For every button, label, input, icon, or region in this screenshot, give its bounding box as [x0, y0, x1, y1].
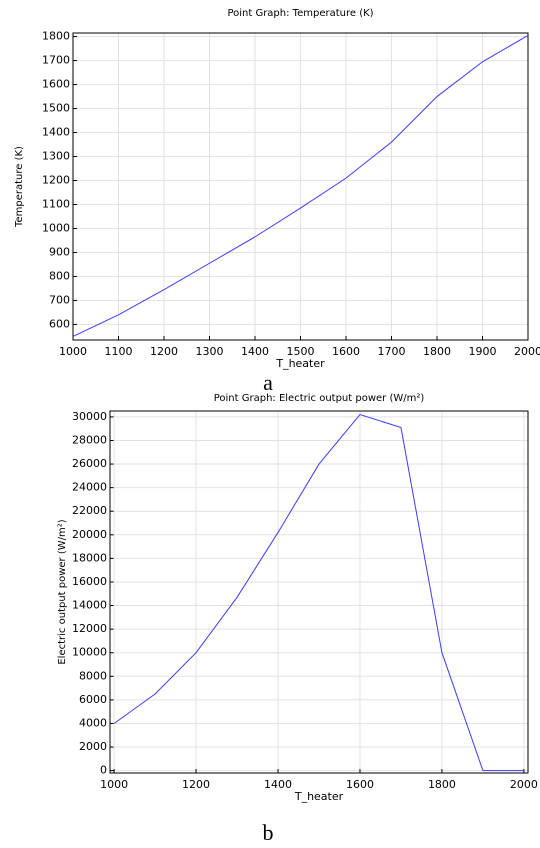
y-tick-label: 1500 [42, 102, 70, 115]
y-tick-label: 800 [49, 269, 70, 282]
y-tick-label: 10000 [72, 646, 107, 659]
y-axis-label: Electric output power (W/m²) [57, 519, 68, 664]
x-axis-label: T_heater [275, 357, 325, 370]
data-line [72, 34, 529, 337]
y-tick-label: 1400 [42, 126, 70, 139]
y-tick-label: 12000 [72, 622, 107, 635]
plot-frame [72, 32, 529, 341]
x-tick-label: 1800 [423, 345, 451, 358]
y-tick-label: 18000 [72, 551, 107, 564]
y-tick-label: 6000 [79, 693, 107, 706]
x-tick-label: 1300 [196, 345, 224, 358]
y-tick-label: 700 [49, 293, 70, 306]
x-tick-label: 1000 [59, 345, 87, 358]
y-tick-label: 1600 [42, 78, 70, 91]
y-tick-label: 30000 [72, 410, 107, 423]
data-line [113, 413, 524, 772]
x-tick-label: 1900 [469, 345, 497, 358]
chart-title: Point Graph: Electric output power (W/m²… [214, 393, 425, 404]
x-tick-label: 1600 [346, 778, 374, 791]
plot-frame [109, 410, 529, 774]
x-tick-label: 2000 [510, 778, 538, 791]
x-tick-label: 1800 [428, 778, 456, 791]
caption: b [263, 820, 274, 845]
caption: a [263, 370, 273, 395]
y-tick-label: 0 [100, 764, 107, 777]
y-axis-label: Temperature (K) [14, 146, 25, 228]
y-tick-label: 26000 [72, 457, 107, 470]
y-tick-label: 1800 [42, 30, 70, 43]
x-axis-label: T_heater [294, 790, 344, 803]
x-tick-label: 1200 [150, 345, 178, 358]
y-tick-label: 8000 [79, 669, 107, 682]
y-tick-label: 14000 [72, 599, 107, 612]
x-tick-label: 1200 [182, 778, 210, 791]
x-tick-label: 1100 [105, 345, 133, 358]
y-tick-label: 24000 [72, 481, 107, 494]
y-tick-label: 1100 [42, 197, 70, 210]
x-tick-label: 1600 [332, 345, 360, 358]
y-tick-label: 1200 [42, 174, 70, 187]
x-tick-label: 1000 [100, 778, 128, 791]
x-tick-label: 1500 [287, 345, 315, 358]
x-tick-label: 1400 [241, 345, 269, 358]
x-tick-label: 2000 [514, 345, 540, 358]
y-tick-label: 600 [49, 317, 70, 330]
x-tick-label: 1400 [264, 778, 292, 791]
y-tick-label: 1000 [42, 221, 70, 234]
y-tick-label: 2000 [79, 740, 107, 753]
y-tick-label: 22000 [72, 504, 107, 517]
y-tick-label: 4000 [79, 716, 107, 729]
y-tick-label: 900 [49, 245, 70, 258]
y-tick-label: 28000 [72, 433, 107, 446]
chart-title: Point Graph: Temperature (K) [227, 8, 373, 19]
y-tick-label: 1700 [42, 54, 70, 67]
y-tick-label: 16000 [72, 575, 107, 588]
y-tick-label: 20000 [72, 528, 107, 541]
y-tick-label: 1300 [42, 150, 70, 163]
x-tick-label: 1700 [378, 345, 406, 358]
